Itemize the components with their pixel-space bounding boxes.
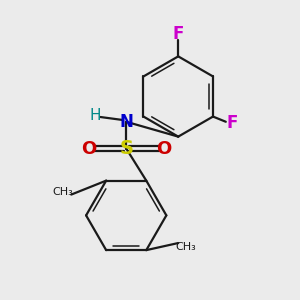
Text: CH₃: CH₃: [175, 242, 196, 252]
Text: F: F: [226, 114, 237, 132]
Text: O: O: [81, 140, 97, 158]
Text: S: S: [119, 139, 133, 158]
Text: H: H: [89, 108, 101, 123]
Text: O: O: [156, 140, 171, 158]
Text: CH₃: CH₃: [52, 187, 73, 196]
Text: N: N: [119, 113, 133, 131]
Text: F: F: [172, 25, 184, 43]
